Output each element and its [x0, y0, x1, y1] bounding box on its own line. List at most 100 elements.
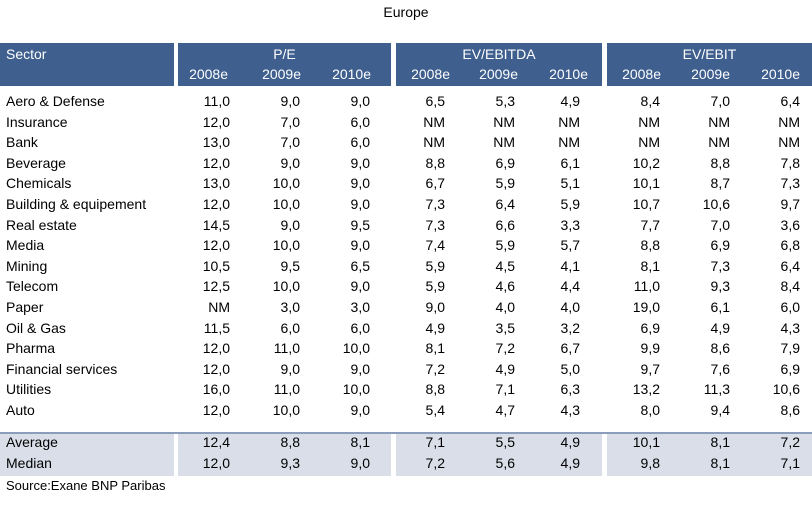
year-header: 2010e	[332, 66, 371, 82]
table-cell: NM	[558, 113, 580, 130]
table-cell: 8,4	[780, 278, 800, 295]
table-cell: 7,9	[780, 340, 800, 357]
table-cell: 6,3	[560, 381, 580, 398]
table-cell: 8,7	[710, 175, 730, 192]
table-cell: 6,5	[350, 257, 370, 274]
table-row: Financial services 12,0 9,0 9,0 7,2 4,9 5,0 9,7…	[0, 360, 812, 380]
table-cell: 3,2	[560, 319, 580, 336]
table-cell: 4,6	[495, 278, 515, 295]
table-cell: 6,1	[560, 154, 580, 171]
table-cell: 5,4	[425, 402, 445, 418]
sector-name: Utilities	[6, 381, 52, 398]
summary-cell: 7,1	[780, 455, 800, 471]
year-header: 2009e	[262, 66, 301, 82]
summary-label: Average	[6, 434, 58, 450]
table-cell: NM	[708, 113, 730, 130]
header-group-ev-ebit: EV/EBIT 2008e 2009e 2010e	[607, 43, 812, 86]
summary-cell: 8,1	[710, 434, 730, 450]
sector-name: Auto	[6, 402, 35, 418]
table-cell: 10,2	[632, 154, 660, 171]
table-cell: 13,2	[632, 381, 660, 398]
table-cell: 6,7	[425, 175, 445, 192]
table-row: Bank 13,0 7,0 6,0 NM NM NM NM NM NM	[0, 133, 812, 153]
table-cell: 16,0	[202, 381, 230, 398]
summary-cell: 7,2	[425, 455, 445, 471]
table-cell: NM	[638, 113, 660, 130]
sector-name: Beverage	[6, 154, 66, 171]
table-row: Auto 12,0 10,0 9,0 5,4 4,7 4,3 8,0 9,4 8,6	[0, 401, 812, 421]
table-cell: 5,1	[560, 175, 580, 192]
table-cell: 4,9	[560, 93, 580, 109]
table-cell: 6,0	[780, 299, 800, 315]
summary-bg-ev-ebitda	[396, 434, 602, 476]
table-title: Europe	[383, 4, 429, 20]
summary-bg-ev-ebit	[607, 434, 812, 476]
table-row: Aero & Defense 11,0 9,0 9,0 6,5 5,3 4,9 8,4 7,0 6…	[0, 92, 812, 112]
table-cell: 6,1	[710, 299, 730, 315]
table-cell: 9,0	[425, 299, 445, 315]
sector-column-header: Sector	[6, 46, 47, 62]
table-cell: 12,0	[202, 196, 230, 212]
table-cell: NM	[493, 113, 515, 130]
table-cell: 9,0	[280, 93, 300, 109]
table-cell: 5,9	[495, 175, 515, 192]
table-cell: NM	[423, 113, 445, 130]
table-cell: 6,4	[780, 93, 800, 109]
sector-name: Bank	[6, 134, 38, 151]
table-cell: 4,0	[560, 299, 580, 315]
table-cell: 6,9	[710, 237, 730, 254]
table-cell: 4,7	[495, 402, 515, 418]
table-cell: 9,3	[710, 278, 730, 295]
table-cell: 4,9	[425, 319, 445, 336]
table-cell: 8,8	[640, 237, 660, 254]
table-cell: 9,0	[350, 402, 370, 418]
table-cell: 5,3	[495, 93, 515, 109]
table-cell: 12,0	[202, 340, 230, 357]
table-cell: NM	[778, 113, 800, 130]
header-group-ev-ebitda: EV/EBITDA 2008e 2009e 2010e	[396, 43, 602, 86]
table-cell: 7,2	[495, 340, 515, 357]
year-header: 2008e	[411, 66, 450, 82]
table-cell: 7,3	[425, 196, 445, 212]
table-cell: 11,3	[703, 381, 730, 398]
table-cell: 9,0	[350, 360, 370, 377]
table-cell: 8,6	[710, 340, 730, 357]
table-cell: 4,4	[560, 278, 580, 295]
summary-cell: 10,1	[632, 434, 660, 450]
table-cell: 7,8	[780, 154, 800, 171]
table-cell: 12,0	[202, 113, 230, 130]
table-cell: 8,6	[780, 402, 800, 418]
summary-label: Median	[6, 455, 52, 471]
table-cell: 5,9	[495, 237, 515, 254]
table-cell: 19,0	[632, 299, 660, 315]
table-cell: 9,9	[640, 340, 660, 357]
table-row: Oil & Gas 11,5 6,0 6,0 4,9 3,5 3,2 6,9 4,9 4,3	[0, 319, 812, 339]
table-cell: 10,0	[342, 381, 370, 398]
table-cell: 12,0	[202, 360, 230, 377]
table-cell: 4,9	[495, 360, 515, 377]
table-cell: 6,9	[495, 154, 515, 171]
table-cell: 11,5	[203, 319, 230, 336]
table-cell: 6,5	[425, 93, 445, 109]
table-cell: 13,0	[202, 134, 230, 151]
table-cell: 7,6	[710, 360, 730, 377]
summary-cell: 4,9	[560, 455, 580, 471]
table-cell: 9,0	[280, 154, 300, 171]
table-cell: 10,1	[632, 175, 660, 192]
table-cell: 6,0	[350, 319, 370, 336]
year-header: 2008e	[622, 66, 661, 82]
table-cell: 3,5	[495, 319, 515, 336]
summary-bg-pe	[178, 434, 391, 476]
table-cell: 6,0	[350, 134, 370, 151]
table-cell: 11,0	[273, 381, 300, 398]
table-cell: 10,0	[272, 237, 300, 254]
summary-cell: 4,9	[560, 434, 580, 450]
year-header: 2008e	[189, 66, 228, 82]
table-cell: 6,9	[780, 360, 800, 377]
table-cell: 9,7	[780, 196, 800, 212]
table-cell: 4,3	[780, 319, 800, 336]
summary-cell: 7,2	[780, 434, 800, 450]
table-cell: 12,5	[202, 278, 230, 295]
table-cell: 9,4	[710, 402, 730, 418]
table-cell: 9,0	[350, 93, 370, 109]
